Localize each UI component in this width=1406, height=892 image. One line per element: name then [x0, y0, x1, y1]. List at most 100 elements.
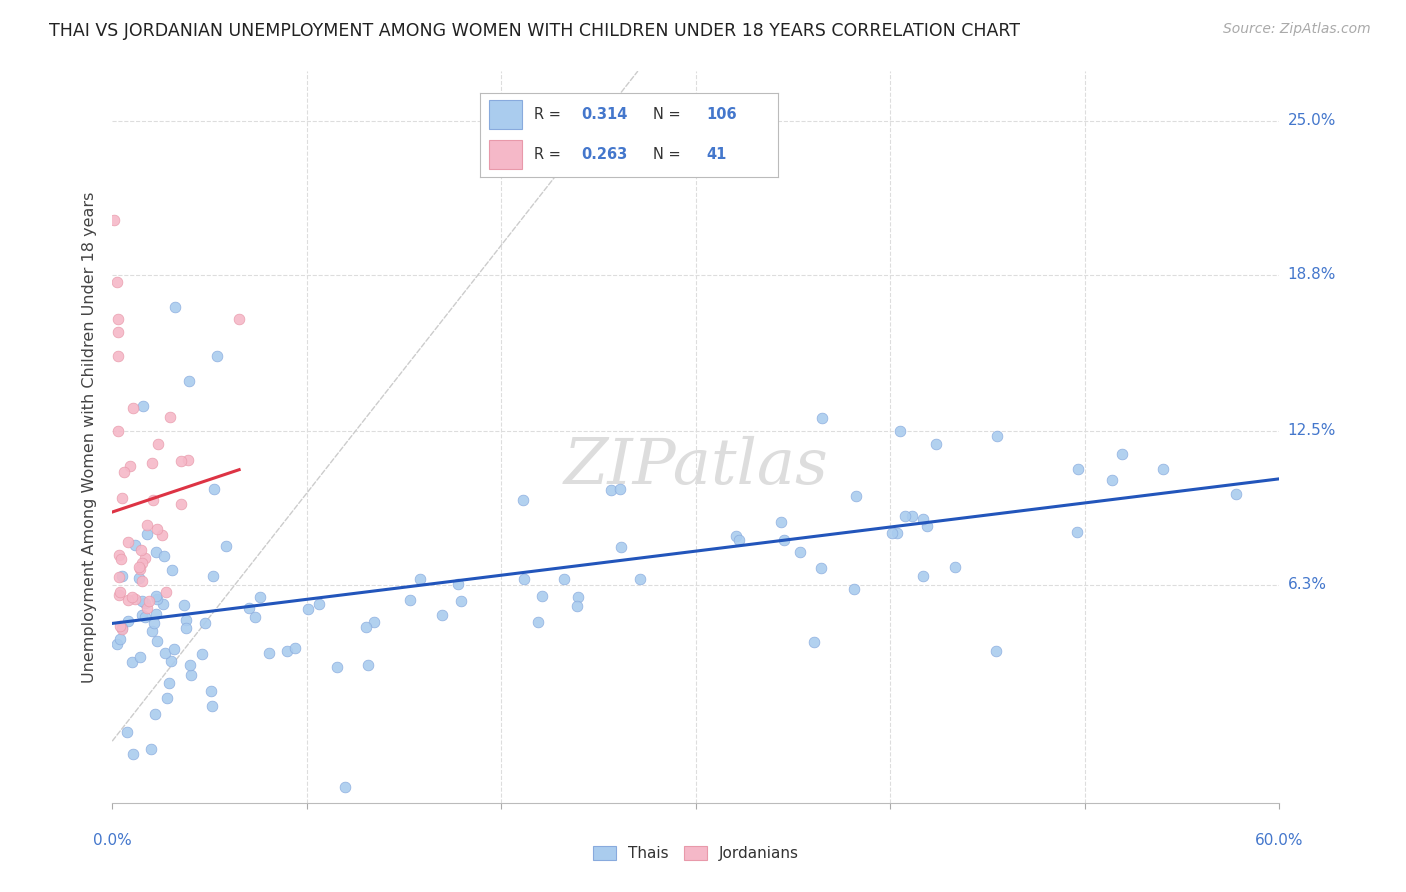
- Point: [150, 528, 173, 542]
- Point: [121, 401, 143, 416]
- Point: [107, 325, 129, 339]
- Point: [276, 643, 298, 657]
- Text: ZIPatlas: ZIPatlas: [564, 435, 828, 497]
- Point: [108, 584, 131, 599]
- Point: [180, 667, 202, 681]
- Point: [128, 559, 150, 574]
- Point: [124, 591, 146, 606]
- Point: [228, 312, 250, 326]
- Point: [772, 533, 794, 547]
- Point: [565, 599, 588, 613]
- Point: [257, 646, 280, 660]
- Point: [117, 724, 139, 739]
- Point: [911, 511, 934, 525]
- Point: [141, 456, 163, 470]
- Point: [409, 572, 432, 586]
- Point: [1152, 462, 1174, 476]
- Point: [1101, 473, 1123, 487]
- Point: [159, 675, 181, 690]
- Point: [889, 424, 911, 438]
- Point: [201, 699, 224, 714]
- Point: [249, 590, 271, 604]
- Point: [886, 526, 908, 541]
- Point: [134, 596, 156, 610]
- Point: [430, 608, 453, 623]
- Point: [105, 637, 128, 651]
- Point: [789, 545, 811, 559]
- Point: [117, 614, 139, 628]
- Point: [111, 491, 134, 506]
- Point: [527, 615, 550, 629]
- Point: [145, 607, 167, 621]
- Point: [986, 429, 1008, 443]
- Point: [915, 519, 938, 533]
- Point: [842, 582, 865, 596]
- Point: [174, 613, 197, 627]
- Text: Source: ZipAtlas.com: Source: ZipAtlas.com: [1223, 22, 1371, 37]
- Point: [134, 550, 156, 565]
- Point: [160, 563, 183, 577]
- Point: [1111, 447, 1133, 461]
- Point: [132, 399, 155, 413]
- Point: [984, 644, 1007, 658]
- Point: [124, 538, 146, 552]
- Point: [363, 615, 385, 629]
- Point: [134, 609, 156, 624]
- Point: [111, 569, 134, 583]
- Point: [1066, 525, 1088, 540]
- Point: [141, 624, 163, 638]
- Point: [447, 577, 470, 591]
- Point: [163, 641, 186, 656]
- Point: [131, 593, 153, 607]
- Point: [143, 707, 166, 722]
- Point: [811, 411, 834, 425]
- Point: [297, 602, 319, 616]
- Point: [143, 615, 166, 630]
- Point: [845, 490, 868, 504]
- Point: [108, 632, 131, 646]
- Point: [201, 569, 224, 583]
- Legend: Thais, Jordanians: Thais, Jordanians: [593, 846, 799, 861]
- Point: [159, 410, 181, 425]
- Point: [152, 597, 174, 611]
- Point: [610, 541, 633, 555]
- Point: [911, 569, 934, 583]
- Point: [567, 590, 589, 604]
- Point: [894, 509, 917, 524]
- Point: [243, 610, 266, 624]
- Point: [108, 589, 131, 603]
- Point: [110, 552, 132, 566]
- Point: [121, 590, 143, 604]
- Point: [131, 574, 153, 588]
- Point: [553, 572, 575, 586]
- Point: [609, 483, 631, 497]
- Point: [770, 516, 793, 530]
- Point: [194, 615, 217, 630]
- Point: [128, 571, 150, 585]
- Point: [1225, 487, 1247, 501]
- Point: [146, 522, 169, 536]
- Point: [105, 275, 128, 289]
- Text: THAI VS JORDANIAN UNEMPLOYMENT AMONG WOMEN WITH CHILDREN UNDER 18 YEARS CORRELAT: THAI VS JORDANIAN UNEMPLOYMENT AMONG WOM…: [49, 22, 1021, 40]
- Text: 6.3%: 6.3%: [1288, 577, 1327, 592]
- Point: [141, 741, 163, 756]
- Point: [163, 300, 186, 314]
- Point: [136, 527, 159, 541]
- Point: [202, 483, 225, 497]
- Point: [191, 647, 214, 661]
- Point: [177, 453, 200, 467]
- Point: [238, 600, 260, 615]
- Point: [512, 492, 534, 507]
- Point: [284, 640, 307, 655]
- Point: [131, 607, 153, 622]
- Point: [354, 620, 377, 634]
- Y-axis label: Unemployment Among Women with Children Under 18 years: Unemployment Among Women with Children U…: [82, 192, 97, 682]
- Point: [112, 465, 135, 479]
- Point: [103, 213, 125, 227]
- Text: 60.0%: 60.0%: [1256, 833, 1303, 848]
- Point: [205, 350, 228, 364]
- Point: [513, 572, 536, 586]
- Point: [356, 657, 378, 672]
- Text: 0.0%: 0.0%: [93, 833, 132, 848]
- Point: [170, 454, 193, 468]
